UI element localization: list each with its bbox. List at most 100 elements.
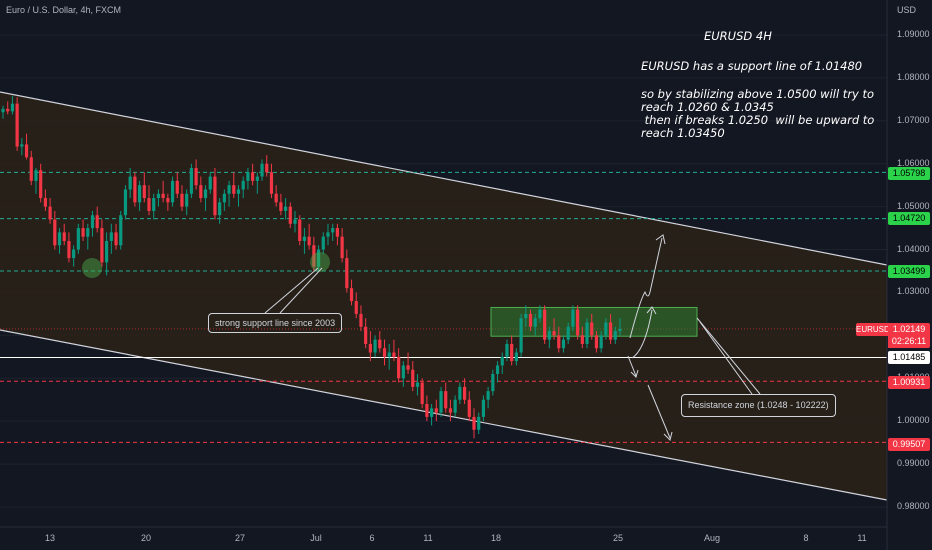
candle-body-99 (467, 399, 471, 417)
annotation-plan-text[interactable]: so by stabilizing above 1.0500 will try … (641, 87, 875, 140)
price-tick-11: 0.98000 (897, 501, 930, 511)
time-tick-8: Aug (703, 533, 721, 543)
time-tick-5: 11 (423, 533, 433, 543)
candle-body-86 (406, 365, 410, 370)
price-label-current-3: 1.02149 (888, 323, 930, 336)
candle-body-120 (566, 326, 570, 340)
candle-body-50 (236, 189, 241, 194)
drawing-marks (82, 234, 761, 441)
channel-upper-line[interactable] (0, 91, 888, 266)
candle-body-56 (265, 163, 269, 173)
time-tick-10: 11 (857, 533, 867, 543)
candle-body-80 (378, 339, 382, 349)
candle-body-106 (500, 356, 504, 366)
candle-body-91 (430, 408, 434, 417)
candle-body-60 (283, 206, 288, 211)
candle-body-23 (109, 232, 113, 241)
candle-body-27 (128, 176, 132, 190)
candle-body-87 (411, 369, 415, 387)
candle-body-13 (62, 232, 66, 241)
channel-lower-line[interactable] (0, 329, 888, 501)
candle-body-28 (133, 176, 137, 203)
candle-body-131 (618, 328, 622, 332)
candle-body-64 (302, 236, 307, 241)
candle-body-65 (307, 236, 311, 246)
candle-body-129 (608, 322, 613, 340)
price-label-green-1: 1.04720 (888, 212, 930, 225)
candle-body-37 (175, 180, 179, 194)
time-tick-9: 8 (803, 533, 809, 543)
candle-body-42 (199, 185, 203, 199)
candle-body-25 (119, 215, 123, 246)
candle-body-26 (123, 189, 128, 216)
candle-body-95 (448, 408, 453, 413)
price-tick-4: 1.05000 (897, 200, 930, 211)
candle-body-116 (547, 331, 551, 340)
candle-body-68 (321, 236, 325, 250)
candle-body-39 (185, 193, 189, 207)
projection-down-long (647, 384, 671, 439)
candle-body-76 (359, 313, 363, 327)
candle-body-19 (90, 215, 95, 229)
candle-body-123 (580, 335, 584, 344)
candle-body-8 (39, 170, 43, 199)
candle-body-29 (137, 185, 142, 203)
price-tick-1: 1.08000 (897, 71, 930, 82)
candle-body-112 (528, 313, 533, 327)
price-tick-0: 1.09000 (897, 29, 930, 39)
candle-body-43 (203, 189, 208, 199)
support-touch-circle-2 (310, 252, 330, 272)
candle-body-12 (57, 232, 62, 246)
candle-body-4 (20, 144, 24, 147)
candle-body-14 (67, 240, 71, 259)
candles (1, 95, 622, 439)
candle-body-21 (100, 228, 104, 263)
annotation-title[interactable]: EURUSD 4H (704, 29, 772, 43)
candle-body-115 (543, 309, 547, 340)
candle-body-7 (34, 170, 38, 181)
descending-channel[interactable] (0, 92, 887, 500)
candle-body-3 (15, 103, 19, 147)
candle-body-108 (510, 343, 514, 362)
candle-body-103 (486, 391, 490, 400)
time-tick-7: 25 (612, 533, 624, 543)
candle-body-125 (590, 322, 594, 336)
price-tick-9: 1.00000 (897, 415, 930, 426)
candle-body-18 (86, 228, 90, 237)
time-tick-3: Jul (310, 533, 322, 543)
price-label-red-7: 0.99507 (888, 438, 930, 451)
candle-body-16 (76, 228, 80, 250)
candle-body-44 (208, 176, 212, 190)
candle-body-126 (594, 335, 599, 349)
candle-body-24 (114, 232, 118, 246)
projection-retest-arrowhead (646, 306, 657, 315)
candle-body-45 (213, 176, 217, 216)
support-callout-pointer-a (264, 267, 319, 314)
candle-body-79 (373, 339, 377, 353)
candle-body-78 (368, 343, 372, 353)
annotation-support-text[interactable]: EURUSD has a support line of 1.01480 (641, 59, 863, 73)
price-label-countdown-4: 02:26:11 (888, 335, 930, 348)
time-tick-4: 6 (369, 533, 375, 543)
candle-body-119 (561, 339, 566, 349)
candle-body-102 (481, 399, 486, 417)
candle-body-73 (345, 258, 349, 289)
support-callout[interactable]: strong support line since 2003 (208, 313, 343, 333)
symbol-price-tag: EURUSD (856, 323, 890, 336)
candle-body-71 (335, 228, 340, 237)
resistance-callout-pointer-b (699, 321, 753, 395)
candle-body-94 (444, 391, 448, 409)
candle-body-75 (354, 301, 358, 314)
candle-body-62 (293, 219, 297, 224)
candle-body-113 (533, 318, 537, 327)
candle-body-88 (415, 382, 420, 387)
candle-body-17 (81, 228, 85, 237)
candle-body-114 (538, 309, 542, 319)
candle-body-6 (29, 157, 33, 181)
candle-body-33 (156, 193, 161, 199)
candle-body-34 (161, 193, 165, 199)
projection-down-long-arrowhead (663, 431, 673, 441)
candle-body-53 (251, 172, 255, 181)
resistance-callout[interactable]: Resistance zone (1.0248 - 102222) (681, 394, 836, 417)
